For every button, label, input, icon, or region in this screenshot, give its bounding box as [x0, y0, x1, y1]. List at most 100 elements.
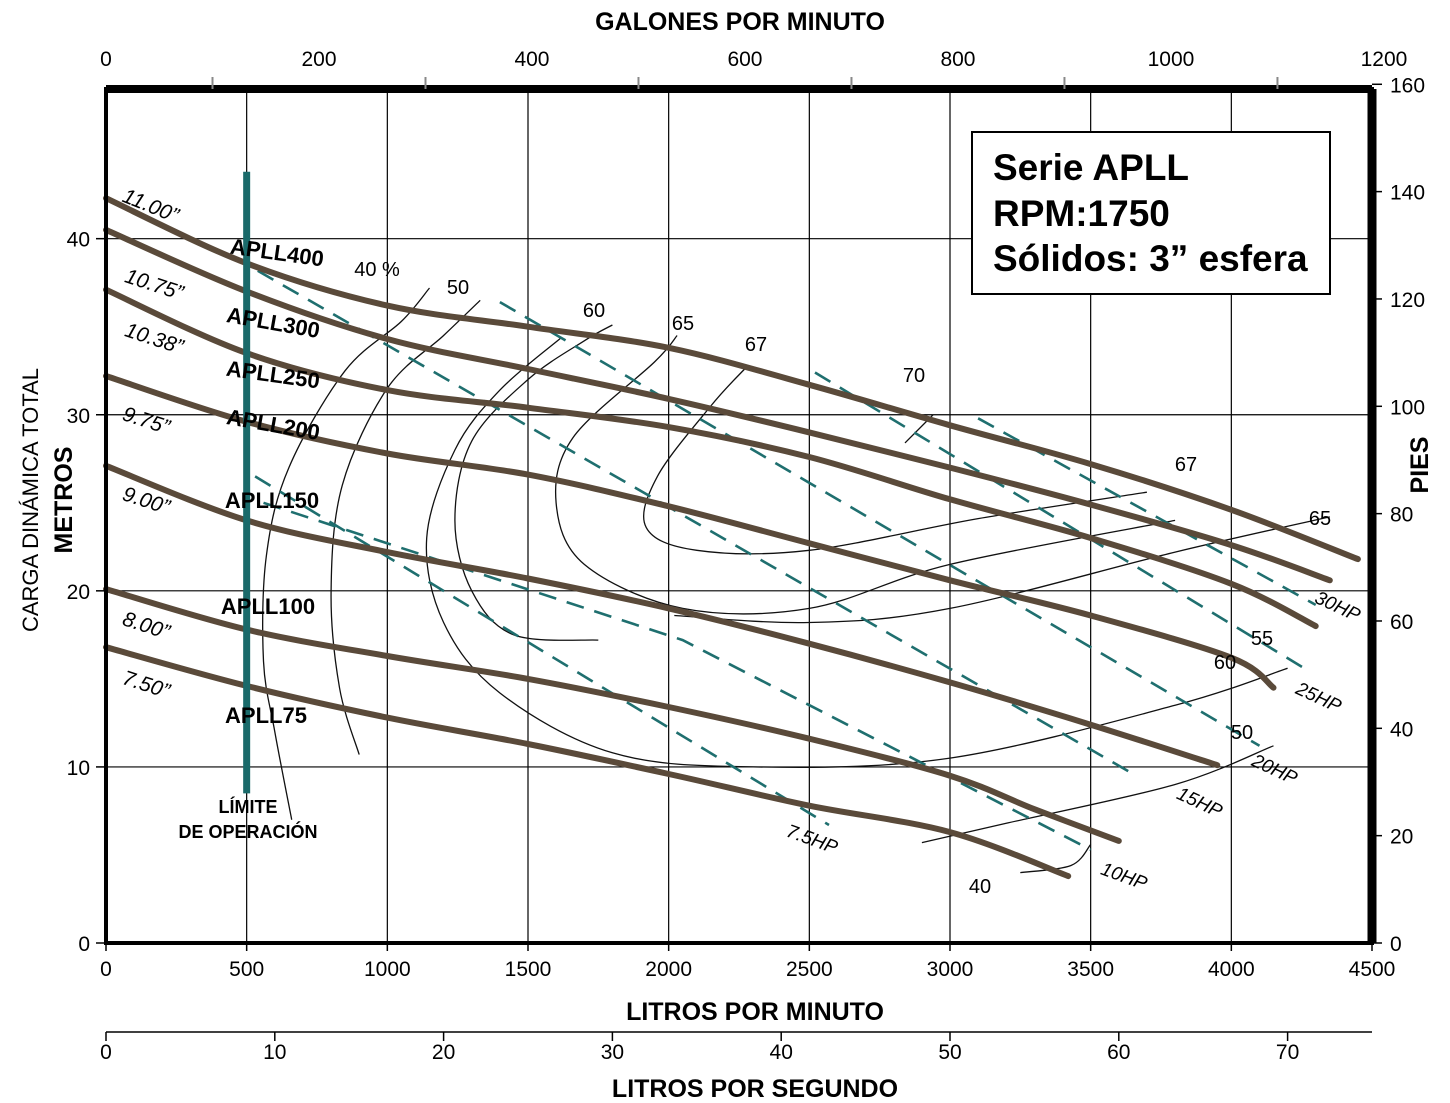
efficiency-label: 60 [1214, 652, 1236, 674]
y-left-tick-label: 0 [78, 933, 90, 956]
plot-frame [104, 85, 1377, 945]
model-label: APLL100 [221, 594, 315, 619]
model-label: APLL75 [225, 703, 307, 728]
y-left-tick-label: 30 [67, 405, 90, 428]
x-bottom-tick-label: 3500 [1067, 958, 1114, 981]
lps-tick-label: 10 [263, 1041, 286, 1064]
head-curve [103, 286, 1319, 630]
efficiency-curve [674, 516, 1330, 624]
head-curve [103, 644, 1072, 880]
x-bottom-tick-label: 2000 [645, 958, 692, 981]
efficiency-label: 50 [1231, 722, 1253, 744]
efficiency-label: 50 [447, 277, 469, 299]
info-solids: Sólidos: 3” esfera [993, 238, 1308, 279]
left-axis-title-line1: CARGA DINÁMICA TOTAL [18, 368, 43, 632]
model-label: APLL150 [225, 488, 319, 513]
hp-label: 20HP [1247, 750, 1300, 790]
head-curve [103, 462, 1221, 769]
x-bottom-tick-label: 2500 [786, 958, 833, 981]
x-bottom-tick-label: 4000 [1208, 958, 1255, 981]
efficiency-curve [330, 299, 481, 755]
lps-tick-label: 70 [1276, 1041, 1299, 1064]
lps-tick-label: 50 [938, 1041, 961, 1064]
bottom-axis-title: LITROS POR MINUTO [626, 998, 884, 1026]
lps-tick-label: 20 [432, 1041, 455, 1064]
hp-label: 7.5HP [783, 821, 840, 859]
head-curve [103, 195, 1361, 563]
x-bottom-tick-label: 3000 [927, 958, 974, 981]
y-right-tick-label: 160 [1390, 74, 1425, 97]
lps-tick-label: 60 [1107, 1041, 1130, 1064]
hp-label: 10HP [1098, 859, 1150, 895]
x-bottom-tick-label: 1500 [505, 958, 552, 981]
head-curves [103, 195, 1361, 880]
head-curve [103, 373, 1277, 691]
y-right-tick-label: 40 [1390, 718, 1413, 741]
efficiency-curves [262, 287, 1330, 874]
limit-label-line1: LÍMITE [219, 796, 278, 817]
hp-label: 25HP [1291, 678, 1344, 718]
x-top-tick-label: 400 [514, 48, 549, 71]
efficiency-label: 70 [903, 365, 925, 387]
info-series: Serie APLL [993, 147, 1189, 188]
efficiency-label: 67 [1175, 454, 1197, 476]
y-left-tick-label: 10 [67, 757, 90, 780]
hp-label: 30HP [1311, 587, 1363, 626]
limit-label-line2: DE OPERACIÓN [178, 821, 317, 842]
diameter-label: 7.50” [120, 666, 174, 703]
efficiency-curve [1020, 843, 1092, 874]
hp-line [263, 501, 1092, 851]
x-bottom-tick-label: 500 [229, 958, 264, 981]
y-right-tick-label: 60 [1390, 611, 1413, 634]
efficiency-label: 40 % [354, 259, 400, 281]
y-right-tick-label: 140 [1390, 182, 1425, 205]
y-right-tick-label: 80 [1390, 504, 1413, 527]
hp-line [814, 371, 1308, 672]
x-top-tick-label: 0 [100, 48, 112, 71]
x-top-tick-label: 200 [301, 48, 336, 71]
efficiency-curve [425, 336, 1288, 769]
right-axis-title: PIES [1406, 437, 1434, 494]
head-curve [103, 226, 1333, 584]
y-left-tick-label: 20 [67, 581, 90, 604]
lps-tick-label: 30 [601, 1041, 624, 1064]
efficiency-curve [554, 335, 1176, 615]
y-right-tick-label: 120 [1390, 289, 1425, 312]
diameter-label: 9.75” [120, 402, 174, 439]
x-top-tick-label: 1200 [1361, 48, 1408, 71]
head-curve [103, 586, 1122, 844]
efficiency-curve [921, 745, 1274, 844]
x-bottom-tick-label: 1000 [364, 958, 411, 981]
efficiency-label: 65 [672, 313, 694, 335]
x-top-tick-label: 800 [940, 48, 975, 71]
y-right-tick-label: 20 [1390, 826, 1413, 849]
efficiency-label: 40 [969, 876, 991, 898]
efficiency-label: 65 [1309, 508, 1331, 530]
lps-tick-label: 0 [100, 1041, 112, 1064]
efficiency-label: 60 [583, 300, 605, 322]
lps-tick-label: 40 [770, 1041, 793, 1064]
horsepower-lines [231, 255, 1317, 851]
top-axis-title: GALONES POR MINUTO [595, 8, 885, 36]
y-right-tick-label: 0 [1390, 933, 1402, 956]
hp-label: 15HP [1173, 783, 1225, 822]
info-box: Serie APLL RPM:1750 Sólidos: 3” esfera [971, 131, 1331, 295]
info-rpm: RPM:1750 [993, 193, 1170, 234]
y-left-tick-label: 40 [67, 229, 90, 252]
hp-line [499, 300, 1261, 747]
model-label: APLL200 [225, 404, 322, 445]
x-bottom-tick-label: 4500 [1349, 958, 1396, 981]
hp-line [254, 475, 830, 827]
x-bottom-tick-label: 0 [100, 958, 112, 981]
efficiency-label: 67 [745, 334, 767, 356]
model-label: APLL250 [225, 356, 322, 394]
efficiency-label: 55 [1251, 628, 1273, 650]
y-right-tick-label: 100 [1390, 396, 1425, 419]
bottom2-axis-title: LITROS POR SEGUNDO [612, 1075, 898, 1103]
x-top-tick-label: 600 [727, 48, 762, 71]
diameter-label: 8.00” [120, 607, 174, 644]
model-label: APLL300 [225, 302, 322, 343]
x-top-tick-label: 1000 [1148, 48, 1195, 71]
